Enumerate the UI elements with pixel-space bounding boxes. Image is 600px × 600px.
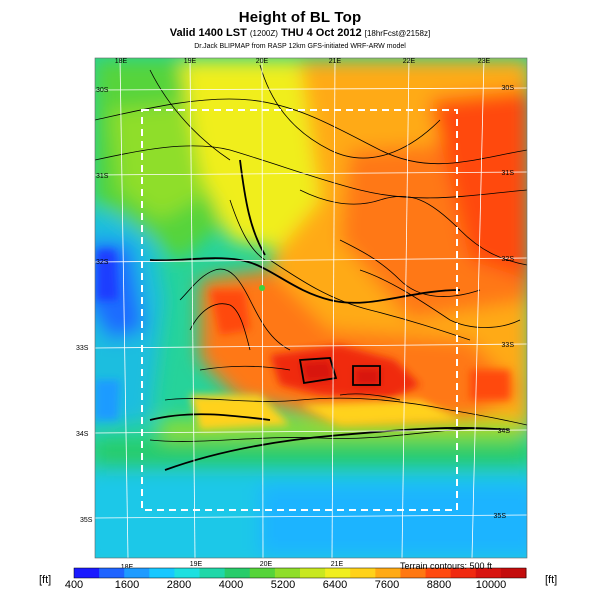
legend-swatch [425, 568, 452, 578]
legend-swatch [149, 568, 175, 578]
legend-swatch [350, 568, 376, 578]
legend-swatch [300, 568, 326, 578]
unit-left: [ft] [39, 574, 52, 586]
valid-time: Valid 1400 LST [169, 27, 247, 39]
left-lat-label: 34S [76, 431, 89, 438]
legend-swatch [249, 568, 276, 578]
site-marker [259, 285, 265, 291]
utc-time: (1200Z) [249, 29, 278, 38]
left-lat-label: 30S [96, 87, 109, 94]
bottom-lon-label: 21E [331, 561, 344, 568]
top-lon-label: 21E [329, 58, 342, 65]
right-lat-label: 32S [502, 256, 515, 263]
legend-tick: 5200 [270, 579, 296, 591]
forecast-run: [18hrFcst@2158z] [364, 29, 431, 38]
legend-swatch [224, 568, 251, 578]
left-lat-label: 35S [80, 517, 93, 524]
top-lon-label: 20E [256, 58, 269, 65]
legend-tick: 6400 [322, 579, 348, 591]
model-credit: Dr.Jack BLIPMAP from RASP 12km GFS-initi… [194, 43, 406, 50]
right-lat-label: 35S [494, 513, 507, 520]
legend-swatch [199, 568, 226, 578]
legend-tick: 2800 [166, 579, 192, 591]
map-title: Height of BL Top [238, 9, 362, 26]
bottom-lon-label: 20E [260, 561, 273, 568]
legend-swatch [174, 568, 201, 578]
color-legend [73, 567, 527, 579]
right-lat-label: 31S [502, 170, 515, 177]
left-lat-label: 33S [76, 345, 89, 352]
legend-tick: 1600 [114, 579, 140, 591]
inner-domain-box [141, 109, 458, 511]
bl-height-field [95, 58, 527, 558]
top-lon-label: 22E [403, 58, 416, 65]
legend-swatch [99, 568, 125, 578]
legend-swatch [375, 568, 401, 578]
legend-swatch [400, 568, 427, 578]
plot-frame [94, 57, 528, 559]
forecast-date: THU 4 Oct 2012 [280, 27, 362, 39]
terrain-note: Terrain contours: 500 ft [400, 561, 493, 571]
lat-lon-grid [95, 58, 527, 558]
left-lat-label: 31S [96, 173, 109, 180]
legend-swatch [124, 568, 150, 578]
unit-right: [ft] [545, 574, 558, 586]
legend-tick: 4000 [218, 579, 244, 591]
map-subtitle: Valid 1400 LST (1200Z) THU 4 Oct 2012 [1… [0, 27, 600, 39]
bl-height-contours [95, 64, 527, 442]
legend-swatch [450, 568, 477, 578]
legend-swatch [500, 568, 527, 578]
legend-tick: 7600 [374, 579, 400, 591]
bottom-lon-label: 18E [121, 564, 134, 571]
right-lat-label: 34S [498, 428, 511, 435]
legend-tick: 8800 [426, 579, 452, 591]
legend-swatch [274, 568, 301, 578]
right-lat-label: 30S [502, 85, 515, 92]
right-lat-label: 33S [502, 342, 515, 349]
top-lon-label: 18E [115, 58, 128, 65]
top-lon-label: 23E [478, 58, 491, 65]
legend-tick: 10000 [475, 579, 507, 591]
legend-frame [73, 567, 527, 579]
legend-swatch [74, 568, 100, 578]
legend-swatch [325, 568, 351, 578]
bottom-lon-label: 19E [190, 561, 203, 568]
left-lat-label: 32S [96, 259, 109, 266]
top-lon-label: 19E [184, 58, 197, 65]
legend-tick: 400 [64, 579, 84, 591]
legend-swatch [475, 568, 502, 578]
bl-height-thick-contours [149, 159, 511, 471]
